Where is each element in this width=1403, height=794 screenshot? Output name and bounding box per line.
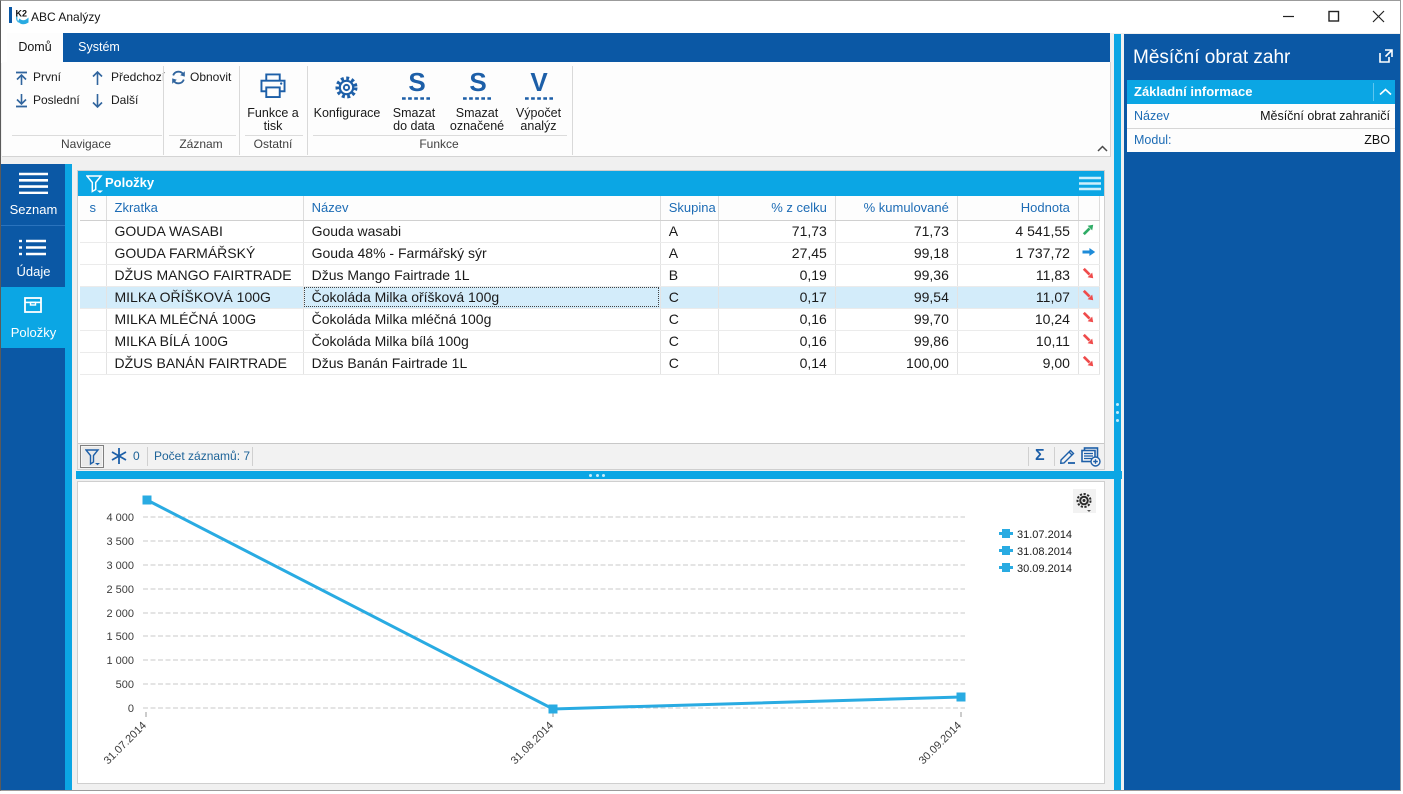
svg-text:1 000: 1 000 [106,655,134,667]
svg-text:31.07.2014: 31.07.2014 [102,720,149,767]
svg-text:3 000: 3 000 [106,560,134,572]
svg-text:30.09.2014: 30.09.2014 [917,720,964,767]
svg-text:1 500: 1 500 [106,631,134,643]
svg-text:4 000: 4 000 [106,512,134,524]
svg-text:500: 500 [116,679,134,691]
svg-text:31.08.2014: 31.08.2014 [509,720,556,767]
svg-text:31.08.2014: 31.08.2014 [1017,546,1072,558]
svg-text:2 000: 2 000 [106,608,134,620]
svg-text:2 500: 2 500 [106,584,134,596]
svg-text:30.09.2014: 30.09.2014 [1017,563,1072,575]
svg-text:31.07.2014: 31.07.2014 [1017,529,1072,541]
svg-text:K2: K2 [16,9,28,19]
svg-text:3 500: 3 500 [106,536,134,548]
svg-text:0: 0 [128,703,134,715]
